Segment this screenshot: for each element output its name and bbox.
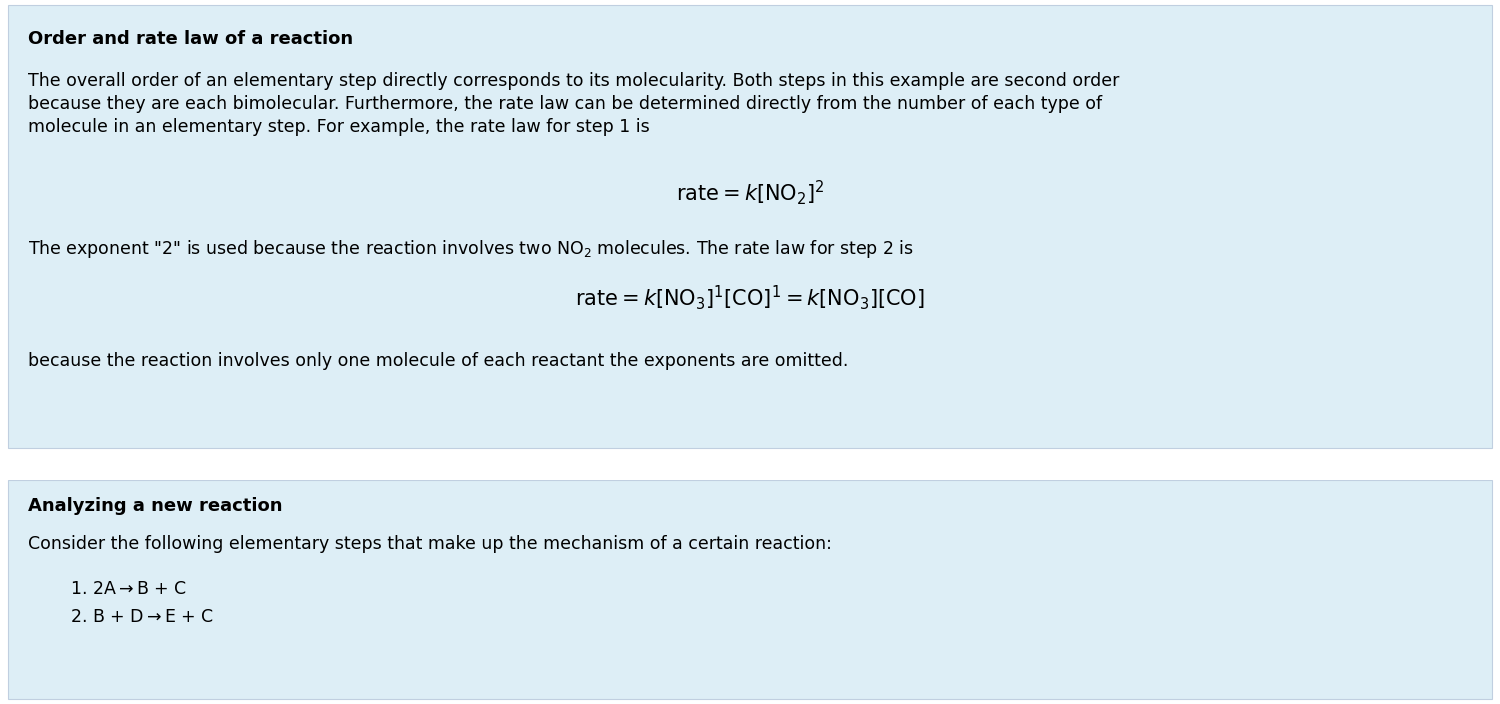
Text: The exponent "2" is used because the reaction involves two $\mathrm{NO_2}$ molec: The exponent "2" is used because the rea… (28, 238, 914, 260)
Text: because the reaction involves only one molecule of each reactant the exponents a: because the reaction involves only one m… (28, 352, 849, 370)
Text: 2. B + D$\rightarrow$E + C: 2. B + D$\rightarrow$E + C (70, 608, 214, 626)
Text: because they are each bimolecular. Furthermore, the rate law can be determined d: because they are each bimolecular. Furth… (28, 95, 1102, 113)
Text: 1. 2A$\rightarrow$B + C: 1. 2A$\rightarrow$B + C (70, 580, 188, 598)
FancyBboxPatch shape (8, 5, 1492, 448)
Text: molecule in an elementary step. For example, the rate law for step 1 is: molecule in an elementary step. For exam… (28, 118, 650, 136)
Text: Analyzing a new reaction: Analyzing a new reaction (28, 497, 282, 515)
FancyBboxPatch shape (8, 480, 1492, 699)
FancyBboxPatch shape (0, 450, 1500, 480)
Text: Order and rate law of a reaction: Order and rate law of a reaction (28, 30, 352, 48)
Text: The overall order of an elementary step directly corresponds to its molecularity: The overall order of an elementary step … (28, 72, 1119, 90)
Text: $\mathrm{rate} = k[\mathrm{NO_3}]^1[\mathrm{CO}]^1 = k[\mathrm{NO_3}][\mathrm{CO: $\mathrm{rate} = k[\mathrm{NO_3}]^1[\mat… (574, 283, 926, 312)
Text: $\mathrm{rate} = k[\mathrm{NO_2}]^2$: $\mathrm{rate} = k[\mathrm{NO_2}]^2$ (675, 178, 825, 207)
Text: Consider the following elementary steps that make up the mechanism of a certain : Consider the following elementary steps … (28, 535, 832, 553)
